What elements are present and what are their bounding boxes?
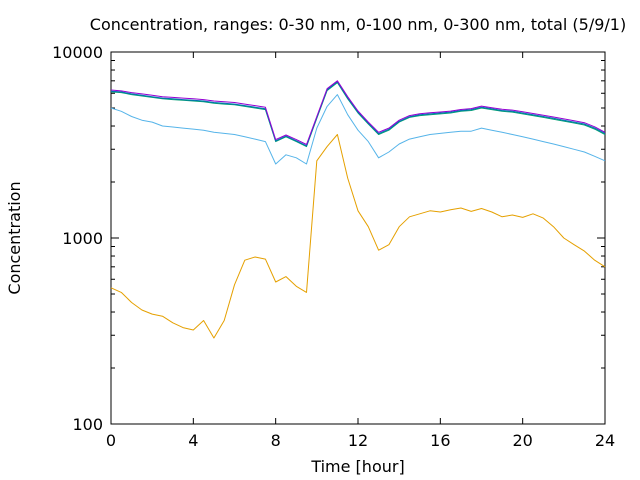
- y-axis-label: Concentration: [5, 181, 24, 294]
- series-group: [110, 80, 606, 339]
- plot-frame: [110, 51, 606, 425]
- x-tick-label: 24: [595, 431, 615, 450]
- series-line-1: [110, 94, 606, 165]
- axis-ticks: 0 4 8 12 16 20 24 100 1000 10000: [52, 43, 615, 450]
- x-tick-label: 12: [348, 431, 368, 450]
- x-axis-label: Time [hour]: [310, 457, 404, 476]
- chart-title: Concentration, ranges: 0-30 nm, 0-100 nm…: [90, 15, 626, 34]
- x-tick-label: 8: [271, 431, 281, 450]
- x-tick-label: 0: [106, 431, 116, 450]
- x-tick-label: 20: [512, 431, 532, 450]
- y-tick-label: 10000: [52, 43, 103, 62]
- series-line-3: [110, 81, 606, 147]
- y-tick-label: 1000: [62, 229, 103, 248]
- series-line-2: [110, 82, 606, 148]
- y-tick-label: 100: [72, 415, 103, 434]
- series-line-4: [110, 80, 606, 145]
- x-tick-label: 16: [430, 431, 450, 450]
- x-tick-label: 4: [188, 431, 198, 450]
- series-line-0: [110, 134, 606, 339]
